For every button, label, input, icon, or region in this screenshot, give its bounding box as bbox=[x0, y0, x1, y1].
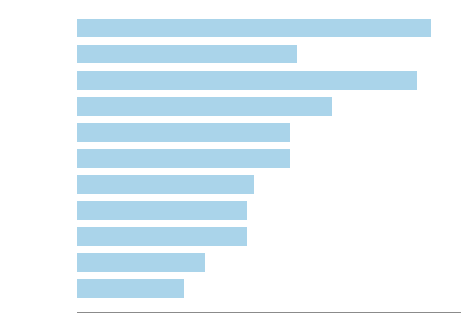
Bar bbox=[77, 253, 205, 272]
Bar bbox=[77, 123, 290, 142]
Bar bbox=[77, 227, 247, 246]
Bar bbox=[77, 279, 183, 298]
Bar bbox=[77, 45, 297, 64]
Bar bbox=[77, 175, 254, 194]
Bar bbox=[77, 97, 332, 116]
Bar bbox=[77, 149, 290, 168]
Bar bbox=[77, 71, 417, 89]
Bar bbox=[77, 201, 247, 220]
Bar bbox=[77, 19, 431, 37]
